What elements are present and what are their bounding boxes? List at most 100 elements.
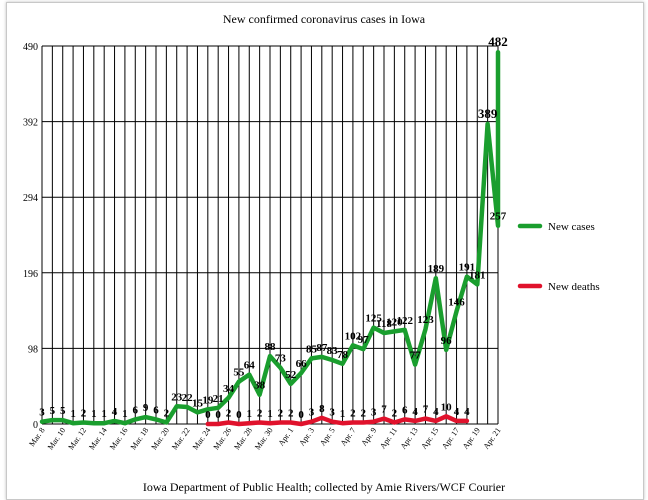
data-point [299, 371, 303, 375]
data-label: 3 [371, 407, 377, 419]
data-label: 2 [361, 407, 367, 419]
x-tick-label: Mar. 10 [46, 426, 68, 452]
data-point [351, 343, 355, 347]
data-label: 7 [423, 404, 429, 416]
x-tick-label: Mar. 20 [149, 426, 171, 452]
data-point [268, 421, 272, 425]
x-tick-label: Mar. 8 [27, 426, 46, 448]
data-label: 1 [247, 408, 253, 420]
data-point [372, 420, 376, 424]
data-point [320, 416, 324, 420]
data-label: 88 [265, 341, 277, 353]
data-labels-new-cases: 3 5 5 1 2 1 1 4 1 6 9 6 223 22 15 19 2134556438887352668… [39, 34, 508, 420]
data-point [247, 373, 251, 377]
data-point [309, 356, 313, 360]
y-tick-label: 490 [23, 42, 38, 53]
data-point [278, 420, 282, 424]
data-label: 5 [60, 405, 66, 417]
data-point [444, 414, 448, 418]
x-tick-label: Mar. 18 [129, 426, 151, 452]
data-label: 66 [296, 358, 308, 370]
data-point [330, 358, 334, 362]
data-label: 5 [50, 405, 56, 417]
data-point [164, 420, 168, 424]
data-label: 78 [337, 349, 349, 361]
data-label: 3 [309, 407, 315, 419]
data-point [413, 419, 417, 423]
data-point [227, 420, 231, 424]
data-label: 2 [350, 407, 356, 419]
data-label: 8 [319, 403, 325, 415]
data-point [320, 355, 324, 359]
chart-source: Iowa Department of Public Health; collec… [142, 480, 506, 494]
data-point [361, 347, 365, 351]
data-point [341, 362, 345, 366]
data-label: 191 [459, 262, 476, 274]
data-point [258, 393, 262, 397]
x-tick-label: Apr. 1 [277, 426, 296, 448]
data-label: 257 [490, 211, 507, 223]
data-label: 0 [236, 409, 242, 421]
data-point [382, 331, 386, 335]
x-tick-label: Apr. 15 [419, 426, 440, 451]
data-label: 3 [39, 407, 45, 419]
data-label: 87 [316, 342, 328, 354]
data-point [102, 421, 106, 425]
data-label: 4 [412, 406, 418, 418]
x-tick-label: Apr. 19 [461, 426, 482, 451]
data-point [382, 417, 386, 421]
data-label: 118 [376, 318, 392, 330]
data-label: 4 [433, 406, 439, 418]
data-label: 482 [488, 34, 508, 49]
x-tick-labels: Mar. 8 Mar. 10 Mar. 12 Mar. 14 Mar. 16 Mar. 1… [27, 426, 502, 452]
data-label: 2 [257, 407, 263, 419]
data-point [434, 419, 438, 423]
data-label: 0 [298, 409, 304, 421]
data-point [455, 309, 459, 313]
series-line [205, 414, 470, 427]
y-tick-label: 0 [33, 420, 38, 431]
data-label: 2 [288, 407, 294, 419]
data-point [465, 419, 469, 423]
x-tick-label: Apr. 11 [378, 426, 399, 451]
data-label: 96 [441, 335, 453, 347]
data-point [403, 328, 407, 332]
x-tick-label: Apr. 17 [440, 426, 461, 451]
data-point [113, 419, 117, 423]
data-point [423, 327, 427, 331]
data-point [206, 422, 210, 426]
data-point [206, 407, 210, 411]
data-point [216, 406, 220, 410]
legend-label: New cases [548, 221, 595, 233]
data-label: 122 [396, 315, 413, 327]
data-point [361, 420, 365, 424]
x-tick-label: Apr. 3 [297, 426, 316, 448]
data-label: 4 [464, 406, 470, 418]
data-point [475, 282, 479, 286]
x-tick-label: Mar. 14 [87, 426, 109, 452]
x-tick-label: Mar. 28 [232, 426, 254, 452]
data-label: 7 [381, 404, 387, 416]
data-point [40, 420, 44, 424]
data-label: 125 [365, 313, 382, 325]
x-tick-label: Apr. 21 [482, 426, 503, 451]
data-point [444, 348, 448, 352]
x-tick-label: Mar. 16 [108, 426, 130, 452]
data-label: 2 [226, 407, 232, 419]
y-tick-label: 196 [23, 269, 38, 280]
series-line [39, 49, 501, 426]
data-point [330, 420, 334, 424]
y-tick-label: 98 [28, 344, 38, 355]
legend: New cases New deaths [517, 221, 600, 293]
data-label: 19 [202, 394, 214, 406]
data-label: 22 [182, 392, 194, 404]
data-point [434, 276, 438, 280]
data-point [227, 396, 231, 400]
data-point [247, 421, 251, 425]
x-tick-label: Mar. 24 [191, 426, 213, 452]
y-tick-label: 294 [23, 193, 38, 204]
data-label: 389 [478, 106, 498, 121]
data-label: 120 [386, 316, 403, 328]
data-point [216, 422, 220, 426]
data-point [309, 420, 313, 424]
